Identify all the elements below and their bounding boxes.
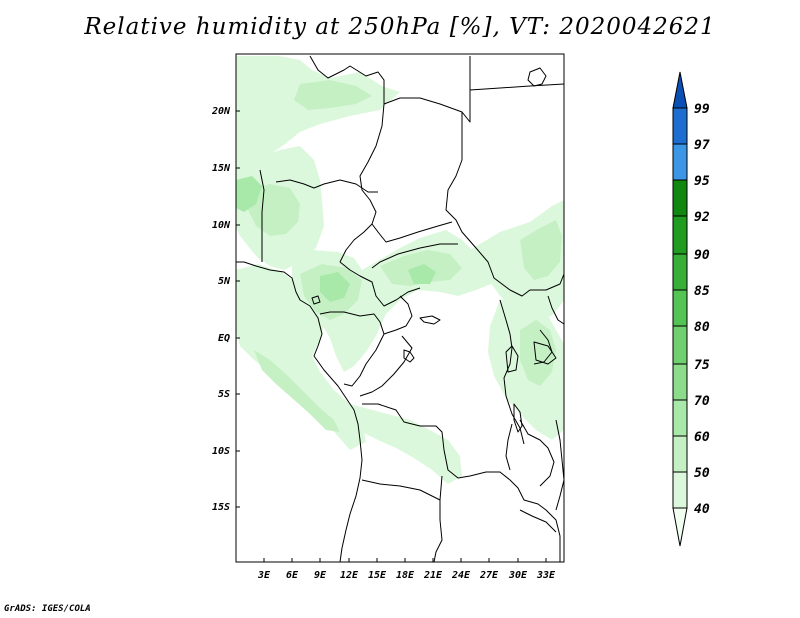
lon-label-15e: 15E [368,570,387,581]
colorbar-label-99: 99 [694,102,710,117]
colorbar-label-80: 80 [694,320,710,335]
colorbar-swatch-85 [672,289,688,327]
lat-label-15s: 15S [212,502,230,513]
colorbar-swatch-97 [672,143,688,181]
colorbar-swatch-80 [672,325,688,365]
colorbar-label-85: 85 [694,284,710,299]
colorbar-swatch-60 [672,435,688,473]
colorbar-swatch-92 [672,215,688,255]
colorbar-swatch-70 [672,399,688,437]
lat-label-5s: 5S [218,389,230,400]
lat-label-5n: 5N [218,276,231,287]
lat-label-15n: 15N [212,163,231,174]
lon-label-30e: 30E [508,570,528,581]
colorbar-label-75: 75 [694,358,710,373]
colorbar-swatch-90 [672,253,688,291]
colorbar-swatch-95 [672,179,688,217]
lon-label-9e: 9E [314,570,327,581]
lat-label-eq: EQ [218,333,230,344]
map-title: Relative humidity at 250hPa [%], VT: 202… [84,14,716,40]
colorbar-label-40: 40 [694,502,710,517]
lon-axis: 3E 6E 9E 12E 15E 18E 21E 24E 27E 30E 33E [257,558,556,581]
lon-label-33e: 33E [536,570,556,581]
colorbar-label-95: 95 [694,174,710,189]
country-borders [236,55,565,563]
colorbar-label-92: 92 [694,210,710,225]
lon-label-18e: 18E [396,570,415,581]
lon-label-24e: 24E [451,570,471,581]
grads-credit: GrADS: IGES/COLA [4,604,91,614]
colorbar-top-arrow [672,71,688,109]
lat-label-10n: 10N [212,220,231,231]
colorbar-swatch-99 [672,107,688,145]
colorbar: 99 97 95 92 90 85 80 75 70 60 50 40 [672,71,710,547]
lon-label-27e: 27E [479,570,499,581]
lat-label-20n: 20N [211,106,231,117]
lon-label-21e: 21E [423,570,443,581]
lat-axis: 20N 15N 10N 5N EQ 5S 10S 15S [211,106,240,513]
colorbar-label-70: 70 [694,394,710,409]
colorbar-swatch-50 [672,471,688,509]
humidity-field [236,56,564,484]
colorbar-label-60: 60 [694,430,710,445]
lat-label-10s: 10S [212,446,230,457]
colorbar-label-50: 50 [694,466,710,481]
lon-label-12e: 12E [340,570,359,581]
colorbar-label-90: 90 [694,248,710,263]
colorbar-bottom-arrow [672,507,688,547]
colorbar-label-97: 97 [694,138,710,153]
lon-label-3e: 3E [257,570,271,581]
colorbar-swatch-75 [672,363,688,401]
map-frame [235,53,565,563]
lon-label-6e: 6E [286,570,299,581]
